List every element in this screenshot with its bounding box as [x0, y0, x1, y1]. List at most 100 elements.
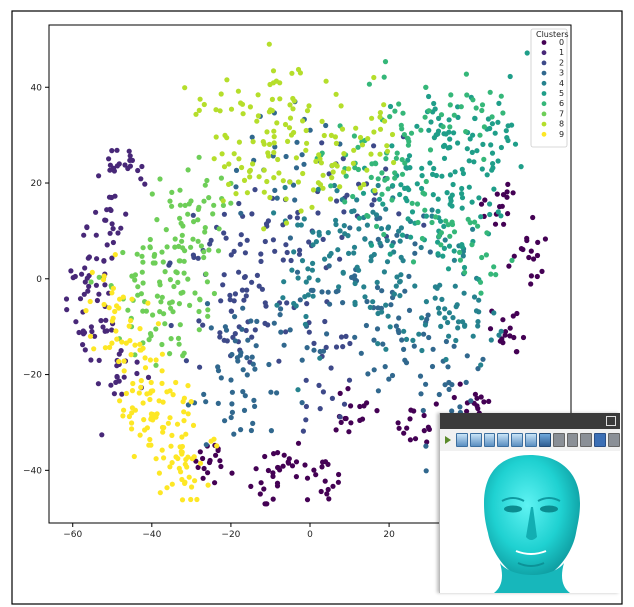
maximize-icon[interactable]: [606, 416, 616, 426]
point-cluster-6: [328, 183, 334, 189]
point-cluster-8: [211, 156, 217, 162]
point-cluster-0: [374, 408, 380, 414]
point-cluster-4: [461, 290, 467, 296]
point-cluster-3: [374, 326, 381, 332]
x-tick-label: −60: [63, 530, 82, 540]
neck-shape: [494, 563, 570, 593]
point-cluster-2: [315, 210, 321, 216]
legend-label-5: 5: [559, 89, 564, 98]
point-cluster-4: [299, 258, 306, 264]
point-cluster-2: [280, 257, 286, 263]
point-cluster-1: [109, 194, 115, 201]
point-cluster-8: [247, 174, 253, 180]
point-cluster-9: [91, 346, 97, 352]
point-cluster-5: [440, 253, 446, 259]
point-cluster-3: [248, 427, 254, 434]
blue-icon[interactable]: [594, 433, 607, 447]
tri-icon[interactable]: [511, 433, 524, 447]
point-cluster-5: [489, 121, 495, 127]
point-cluster-3: [294, 269, 301, 275]
point-cluster-9: [117, 398, 123, 404]
point-cluster-4: [475, 323, 481, 329]
point-cluster-1: [72, 273, 78, 280]
point-cluster-4: [452, 283, 458, 289]
point-cluster-2: [326, 171, 332, 177]
point-cluster-7: [181, 258, 187, 264]
point-cluster-4: [455, 325, 461, 331]
point-cluster-2: [304, 301, 310, 307]
point-cluster-3: [352, 334, 358, 340]
point-cluster-6: [408, 130, 415, 136]
point-cluster-1: [99, 432, 105, 438]
point-cluster-5: [428, 119, 434, 125]
tri-icon[interactable]: [455, 433, 468, 447]
point-cluster-1: [111, 391, 117, 397]
point-cluster-9: [160, 399, 166, 405]
point-cluster-0: [474, 403, 480, 409]
arrow-icon[interactable]: [444, 434, 454, 446]
gray-icon[interactable]: [552, 433, 565, 447]
point-cluster-4: [418, 244, 424, 251]
point-cluster-9: [188, 399, 194, 405]
point-cluster-2: [322, 318, 328, 325]
point-cluster-7: [160, 259, 166, 265]
point-cluster-4: [397, 293, 403, 299]
point-cluster-1: [68, 268, 74, 274]
point-cluster-5: [450, 181, 456, 188]
point-cluster-3: [393, 323, 399, 329]
point-cluster-2: [328, 365, 334, 371]
point-cluster-3: [234, 355, 240, 361]
point-cluster-4: [274, 302, 280, 308]
point-cluster-7: [163, 227, 169, 233]
point-cluster-2: [337, 414, 343, 420]
point-cluster-3: [480, 356, 486, 362]
point-cluster-8: [233, 191, 239, 197]
point-cluster-3: [208, 325, 214, 331]
point-cluster-8: [270, 68, 277, 74]
point-cluster-2: [196, 318, 202, 324]
tri-icon[interactable]: [525, 433, 537, 447]
point-cluster-2: [306, 239, 312, 245]
cube-icon[interactable]: [538, 433, 551, 447]
point-cluster-2: [252, 327, 258, 333]
gray-icon[interactable]: [566, 433, 579, 447]
point-cluster-3: [426, 334, 432, 341]
viewer-canvas[interactable]: [440, 451, 620, 593]
point-cluster-3: [402, 288, 408, 294]
point-cluster-9: [185, 411, 191, 417]
point-cluster-5: [441, 155, 448, 161]
point-cluster-1: [84, 224, 90, 231]
point-cluster-2: [341, 401, 348, 407]
gray-icon[interactable]: [608, 433, 620, 447]
point-cluster-9: [106, 305, 112, 311]
point-cluster-4: [354, 264, 360, 270]
point-cluster-0: [257, 491, 263, 497]
point-cluster-7: [210, 211, 216, 217]
point-cluster-7: [177, 202, 183, 208]
point-cluster-0: [333, 427, 339, 433]
point-cluster-3: [427, 249, 433, 255]
point-cluster-8: [315, 180, 321, 186]
point-cluster-7: [185, 211, 191, 217]
point-cluster-8: [247, 167, 253, 173]
tri-icon[interactable]: [497, 433, 510, 447]
point-cluster-2: [237, 241, 243, 247]
point-cluster-5: [444, 190, 450, 196]
point-cluster-0: [510, 190, 516, 196]
point-cluster-9: [164, 485, 170, 491]
point-cluster-3: [325, 289, 331, 295]
point-cluster-3: [297, 297, 303, 303]
point-cluster-4: [384, 237, 390, 244]
tri-icon[interactable]: [483, 433, 496, 447]
point-cluster-4: [446, 310, 452, 316]
point-cluster-9: [188, 496, 194, 503]
point-cluster-5: [405, 216, 411, 222]
gray-icon[interactable]: [580, 433, 593, 447]
tri-icon[interactable]: [469, 433, 482, 447]
point-cluster-3: [347, 225, 353, 231]
point-cluster-2: [283, 242, 289, 248]
point-cluster-2: [221, 337, 227, 343]
point-cluster-3: [418, 391, 424, 397]
point-cluster-3: [402, 357, 408, 363]
point-cluster-7: [206, 247, 212, 253]
